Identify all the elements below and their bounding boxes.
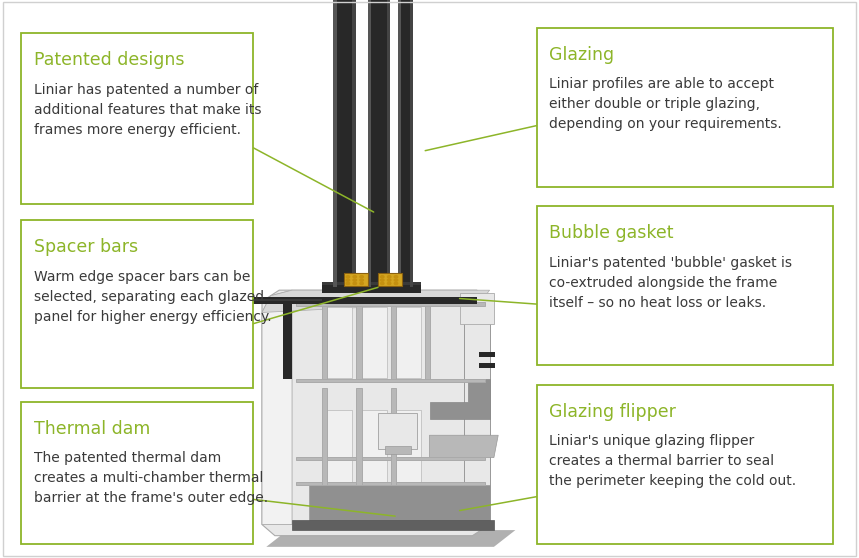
Circle shape [394,276,398,278]
Polygon shape [262,290,490,536]
Circle shape [353,276,356,278]
Circle shape [360,282,363,285]
Circle shape [394,282,398,285]
Bar [460,293,494,324]
Bar [296,457,485,460]
Circle shape [346,279,350,281]
Bar [361,307,387,378]
Polygon shape [430,379,490,418]
Bar [395,410,421,482]
Bar [21,33,253,204]
Bar [296,302,485,306]
Bar [296,482,485,485]
Bar [344,273,368,286]
Circle shape [353,282,356,285]
Text: Patented designs: Patented designs [34,51,184,69]
Bar [356,388,362,485]
Text: Glazing flipper: Glazing flipper [549,403,676,421]
Circle shape [381,282,384,285]
Circle shape [381,276,384,278]
Bar [425,304,430,379]
Bar [292,520,494,530]
Text: Bubble gasket: Bubble gasket [549,224,673,242]
Circle shape [346,276,350,278]
Bar [479,352,495,357]
Bar [21,220,253,388]
Bar [464,301,490,525]
Bar [387,0,390,287]
Bar [283,297,477,304]
Circle shape [360,276,363,278]
Circle shape [381,279,384,281]
Circle shape [387,276,391,278]
Bar [21,402,253,544]
Bar [537,385,833,544]
Bar [410,0,413,287]
Circle shape [394,279,398,281]
Bar [368,0,390,287]
Bar [322,388,327,485]
Bar [322,283,421,293]
Bar [395,307,421,378]
Bar [333,0,356,287]
Circle shape [346,282,350,285]
Bar [206,299,322,301]
Bar [322,304,327,379]
Bar [391,304,396,379]
Text: The patented thermal dam
creates a multi-chamber thermal
barrier at the frame's : The patented thermal dam creates a multi… [34,451,268,505]
Bar [361,410,387,482]
Polygon shape [262,290,292,525]
Circle shape [360,279,363,281]
Circle shape [353,279,356,281]
Bar [352,0,356,287]
Bar [378,413,417,449]
Text: Glazing: Glazing [549,46,614,64]
Bar [283,304,292,379]
Polygon shape [262,290,490,312]
Bar [296,379,485,382]
Bar [537,206,833,365]
Bar [479,363,495,368]
Circle shape [387,279,391,281]
Bar [398,0,401,287]
Bar [326,307,352,378]
Polygon shape [430,435,498,458]
Bar [322,282,421,285]
Bar [368,0,371,287]
Bar [206,297,322,304]
Polygon shape [266,530,515,547]
Text: Liniar profiles are able to accept
either double or triple glazing,
depending on: Liniar profiles are able to accept eithe… [549,77,782,131]
Text: Warm edge spacer bars can be
selected, separating each glazed
panel for higher e: Warm edge spacer bars can be selected, s… [34,270,271,324]
Bar [398,0,413,287]
Bar [378,273,402,286]
Polygon shape [309,485,490,525]
Bar [333,0,337,287]
Bar [537,28,833,187]
Bar [385,446,411,454]
Text: Spacer bars: Spacer bars [34,238,137,256]
Text: Liniar's patented 'bubble' gasket is
co-extruded alongside the frame
itself – so: Liniar's patented 'bubble' gasket is co-… [549,256,792,310]
Text: Liniar has patented a number of
additional features that make its
frames more en: Liniar has patented a number of addition… [34,83,261,137]
Text: Liniar's unique glazing flipper
creates a thermal barrier to seal
the perimeter : Liniar's unique glazing flipper creates … [549,434,796,488]
Circle shape [387,282,391,285]
Text: Thermal dam: Thermal dam [34,420,149,437]
Bar [356,304,362,379]
Bar [326,410,352,482]
Bar [391,388,396,485]
